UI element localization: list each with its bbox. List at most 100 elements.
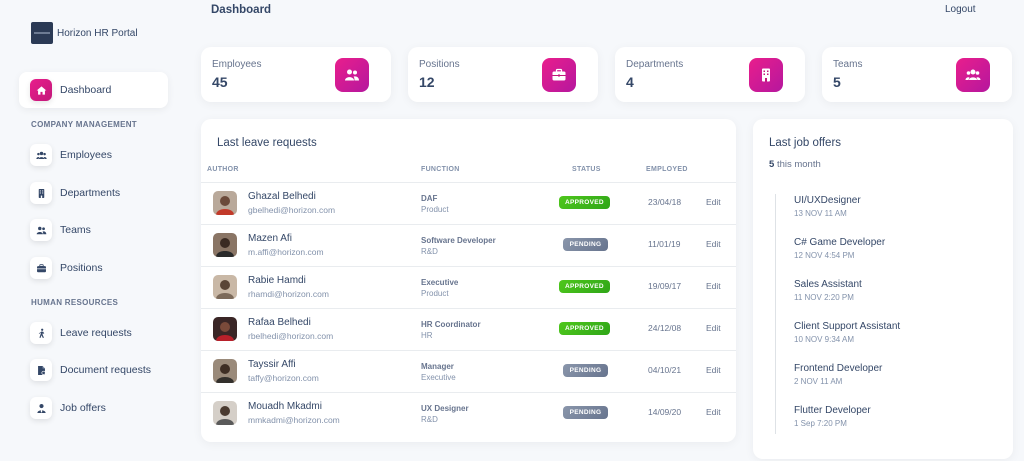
sidebar-item-job-offers[interactable]: Job offers — [19, 390, 168, 426]
function: DAF — [421, 194, 438, 203]
stat-value: 4 — [626, 74, 634, 90]
stat-value: 5 — [833, 74, 841, 90]
job-date: 10 NOV 9:34 AM — [794, 335, 855, 344]
department: Product — [421, 205, 449, 214]
sidebar-item-departments[interactable]: Departments — [19, 175, 168, 211]
sidebar-item-label: Job offers — [60, 402, 106, 414]
stat-card-departments[interactable]: Departments 4 — [615, 47, 805, 102]
sidebar-item-document-requests[interactable]: Document requests — [19, 352, 168, 388]
author-name: Ghazal Belhedi — [248, 191, 316, 202]
author-email: rbelhedi@horizon.com — [248, 331, 334, 341]
status-badge: APPROVED — [559, 196, 610, 209]
edit-link[interactable]: Edit — [706, 407, 721, 417]
avatar — [213, 359, 237, 383]
author-name: Mazen Afi — [248, 233, 292, 244]
column-header-author: AUTHOR — [207, 166, 239, 173]
logout-link[interactable]: Logout — [945, 4, 976, 15]
stat-card-employees[interactable]: Employees 45 — [201, 47, 391, 102]
department: Product — [421, 289, 449, 298]
sidebar-item-teams[interactable]: Teams — [19, 212, 168, 248]
leave-requests-card: Last leave requests AUTHOR FUNCTION STAT… — [201, 119, 736, 442]
brand[interactable]: Horizon HR Portal — [31, 22, 138, 44]
users-icon — [335, 58, 369, 92]
team-icon — [956, 58, 990, 92]
table-row: Tayssir Affi taffy@horizon.com Manager E… — [201, 350, 736, 392]
employed-date: 23/04/18 — [648, 197, 682, 207]
sidebar-item-leave-requests[interactable]: Leave requests — [19, 315, 168, 351]
job-date: 11 NOV 2:20 PM — [794, 293, 854, 302]
job-title: UI/UXDesigner — [794, 195, 861, 206]
sidebar-item-label: Leave requests — [60, 327, 132, 339]
job-date: 13 NOV 11 AM — [794, 209, 847, 218]
edit-link[interactable]: Edit — [706, 239, 721, 249]
job-date: 1 Sep 7:20 PM — [794, 419, 847, 428]
card-title: Last job offers — [769, 137, 842, 149]
job-title: Frontend Developer — [794, 363, 883, 374]
avatar — [213, 317, 237, 341]
column-header-function: FUNCTION — [421, 166, 460, 173]
job-offer-item[interactable]: C# Game Developer 12 NOV 4:54 PM — [794, 237, 885, 260]
count-suffix: this month — [776, 159, 821, 170]
avatar — [213, 191, 237, 215]
home-icon — [30, 79, 52, 101]
author-email: mmkadmi@horizon.com — [248, 415, 340, 425]
job-offer-item[interactable]: Sales Assistant 11 NOV 2:20 PM — [794, 279, 862, 302]
job-title: Sales Assistant — [794, 279, 862, 290]
team-icon — [30, 219, 52, 241]
column-header-employed: EMPLOYED — [646, 166, 688, 173]
table-row: Rafaa Belhedi rbelhedi@horizon.com HR Co… — [201, 308, 736, 350]
users-icon — [30, 144, 52, 166]
page-title: Dashboard — [211, 4, 272, 16]
sidebar-item-employees[interactable]: Employees — [19, 137, 168, 173]
job-offers-count: 5 this month — [769, 159, 821, 170]
author-name: Rabie Hamdi — [248, 275, 306, 286]
stat-label: Departments — [626, 59, 684, 70]
edit-link[interactable]: Edit — [706, 365, 721, 375]
author-name: Mouadh Mkadmi — [248, 401, 322, 412]
document-icon — [30, 359, 52, 381]
sidebar-item-label: Document requests — [60, 364, 152, 376]
avatar — [213, 401, 237, 425]
section-title-company: COMPANY MANAGEMENT — [31, 120, 137, 129]
briefcase-icon — [542, 58, 576, 92]
table-row: Ghazal Belhedi gbelhedi@horizon.com DAF … — [201, 182, 736, 224]
avatar — [213, 275, 237, 299]
job-offer-item[interactable]: UI/UXDesigner 13 NOV 11 AM — [794, 195, 861, 218]
author-email: taffy@horizon.com — [248, 373, 319, 383]
sidebar-item-label: Departments — [60, 187, 121, 199]
count-value: 5 — [769, 159, 775, 170]
stat-card-teams[interactable]: Teams 5 — [822, 47, 1012, 102]
employed-date: 11/01/19 — [648, 239, 681, 249]
function: HR Coordinator — [421, 320, 481, 329]
sidebar-item-positions[interactable]: Positions — [19, 250, 168, 286]
building-icon — [749, 58, 783, 92]
status-badge: APPROVED — [559, 322, 610, 335]
job-date: 2 NOV 11 AM — [794, 377, 843, 386]
author-email: gbelhedi@horizon.com — [248, 205, 336, 215]
employed-date: 19/09/17 — [648, 281, 682, 291]
stat-value: 12 — [419, 74, 435, 90]
section-title-hr: HUMAN RESOURCES — [31, 298, 119, 307]
job-offer-item[interactable]: Frontend Developer 2 NOV 11 AM — [794, 363, 882, 386]
sidebar-item-label: Employees — [60, 149, 112, 161]
timeline-line — [775, 194, 776, 434]
table-row: Mazen Afi m.affi@horizon.com Software De… — [201, 224, 736, 266]
sidebar-item-label: Positions — [60, 262, 103, 274]
job-offer-item[interactable]: Flutter Developer 1 Sep 7:20 PM — [794, 405, 871, 428]
person-tie-icon — [30, 397, 52, 419]
edit-link[interactable]: Edit — [706, 197, 721, 207]
job-offers-card: Last job offers 5 this month UI/UXDesign… — [753, 119, 1013, 459]
edit-link[interactable]: Edit — [706, 323, 721, 333]
status-badge: PENDING — [563, 406, 608, 419]
table-row: Rabie Hamdi rhamdi@horizon.com Executive… — [201, 266, 736, 308]
job-offer-item[interactable]: Client Support Assistant 10 NOV 9:34 AM — [794, 321, 900, 344]
employed-date: 04/10/21 — [648, 365, 682, 375]
stat-label: Teams — [833, 59, 863, 70]
sidebar-item-dashboard[interactable]: Dashboard — [19, 72, 168, 108]
department: HR — [421, 331, 433, 340]
building-icon — [30, 182, 52, 204]
edit-link[interactable]: Edit — [706, 281, 721, 291]
stat-card-positions[interactable]: Positions 12 — [408, 47, 598, 102]
brand-logo — [31, 22, 53, 44]
briefcase-icon — [30, 257, 52, 279]
